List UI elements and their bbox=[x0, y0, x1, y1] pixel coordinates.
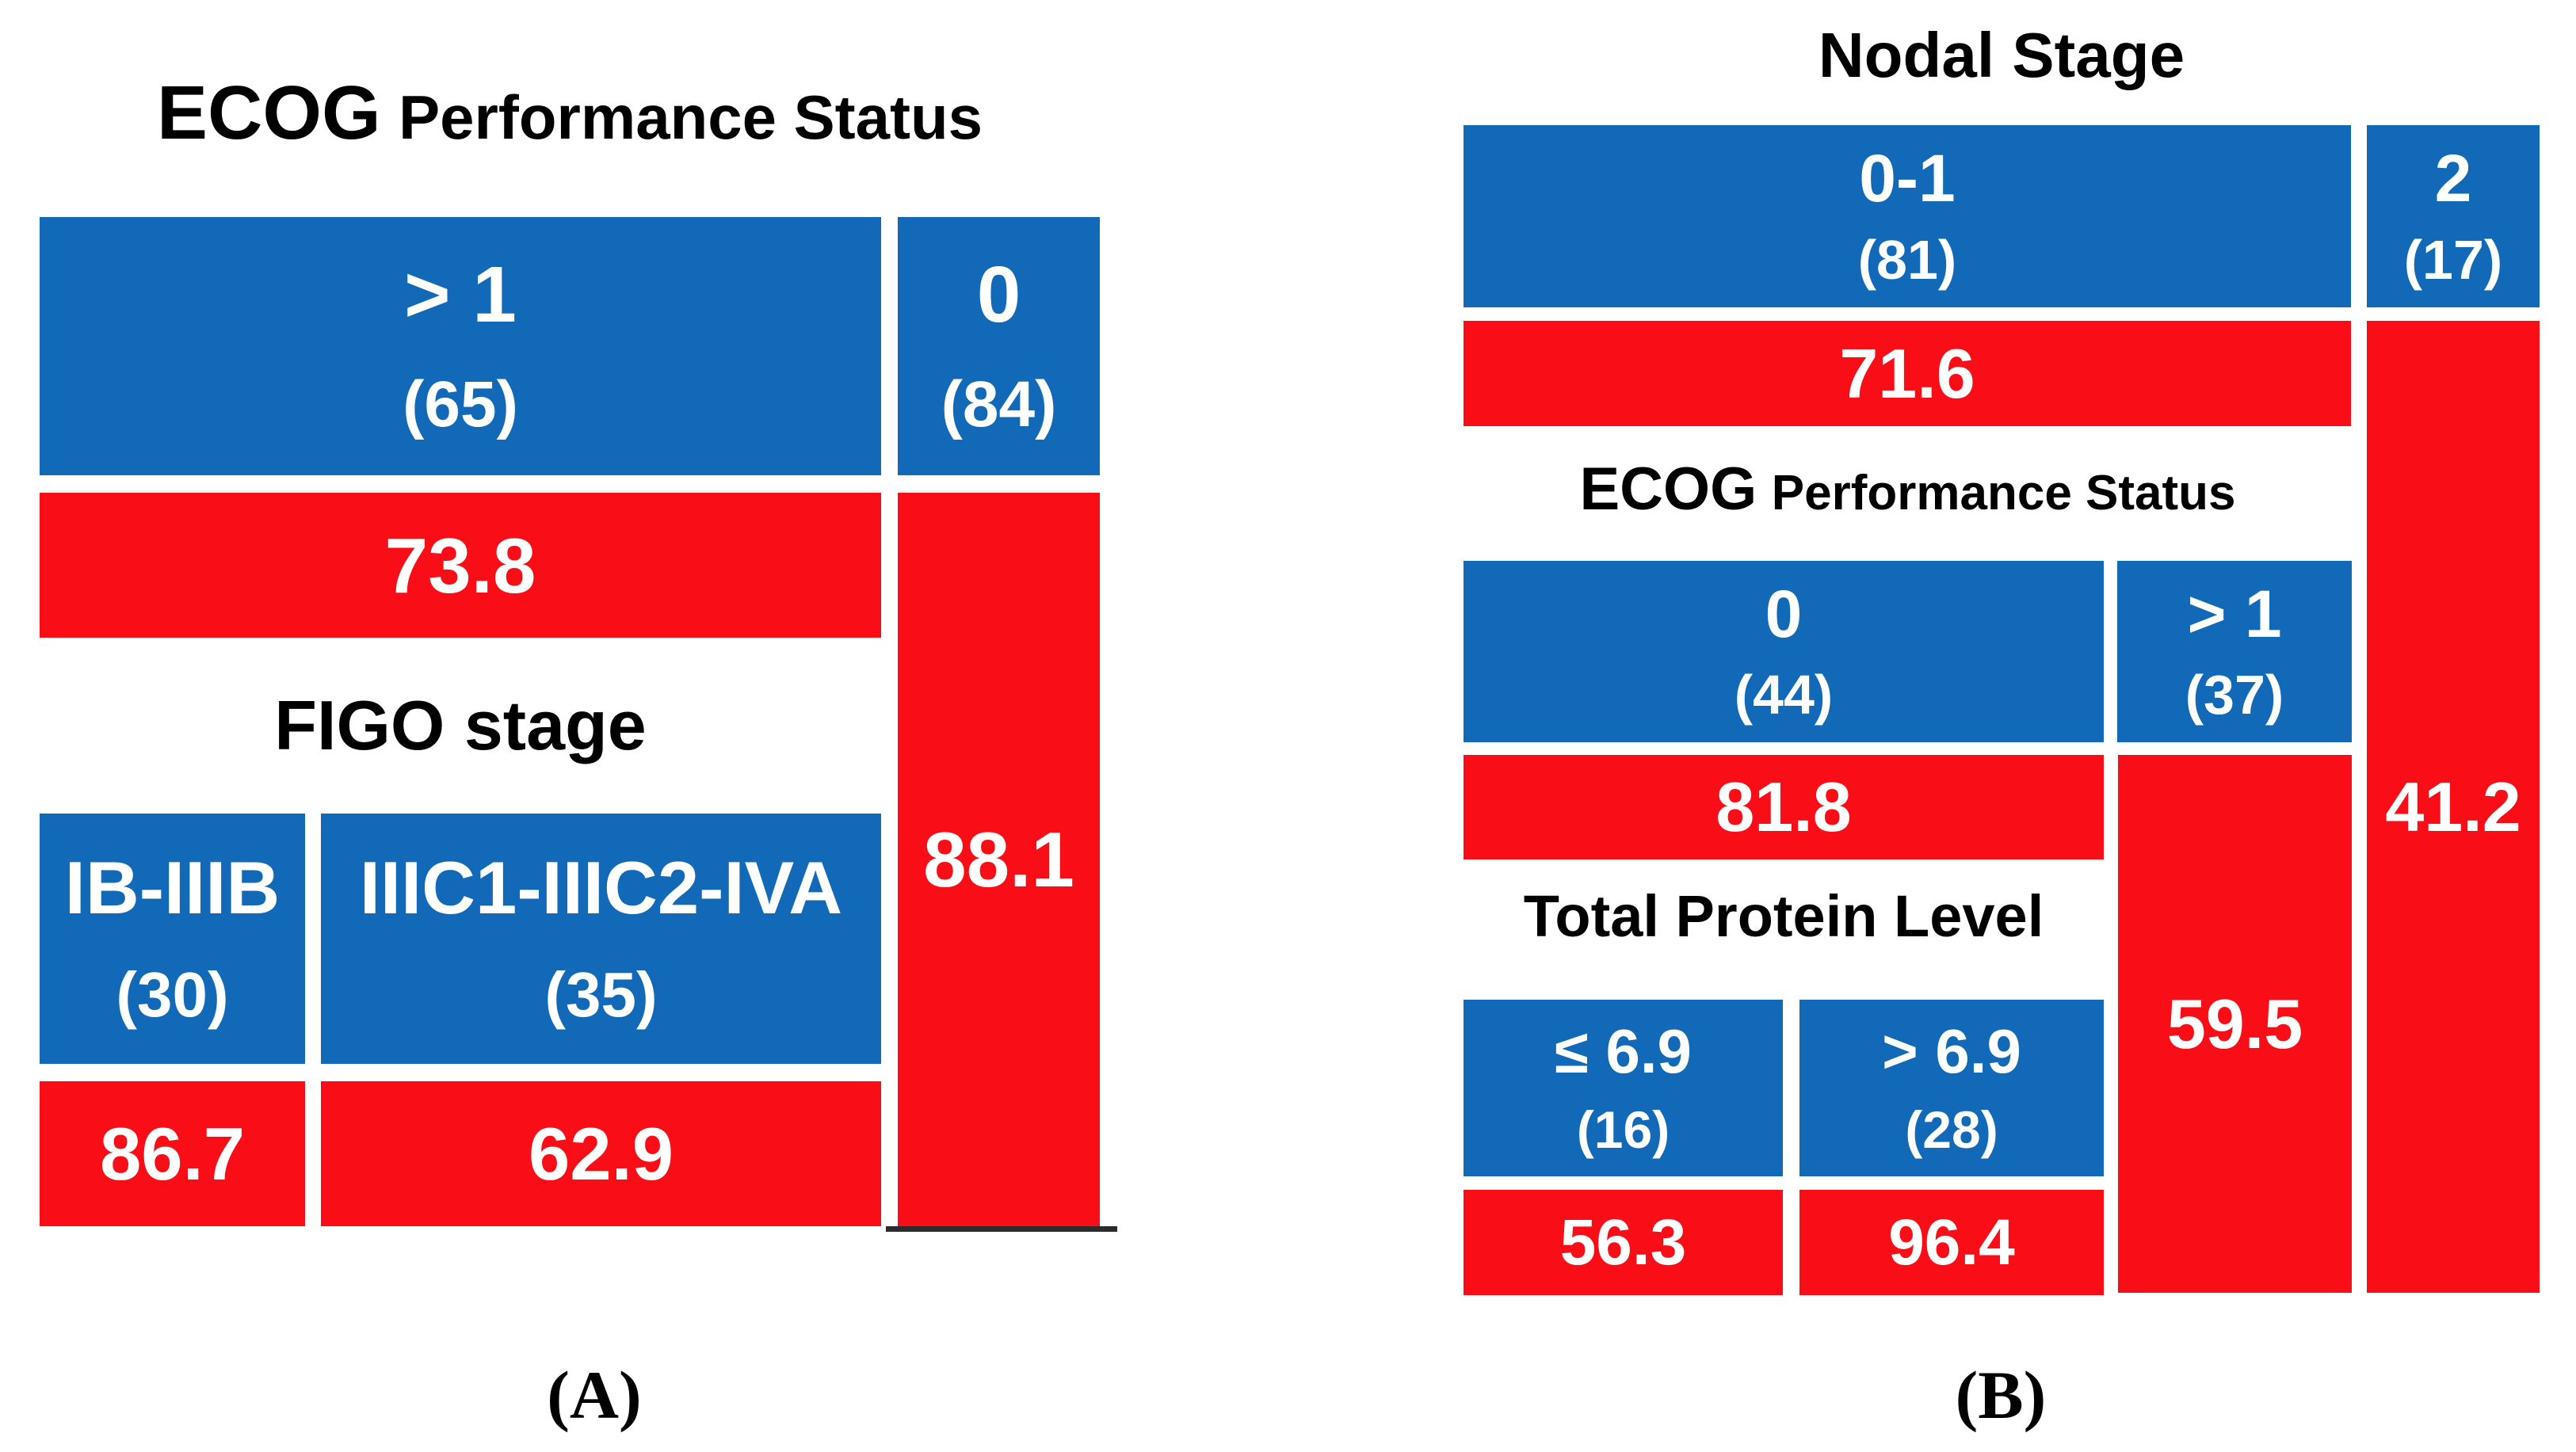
panel-b-node-protein-gt69: > 6.9 (28) bbox=[1799, 1000, 2104, 1176]
panel-a-value-ecog-gt1: 73.8 bbox=[40, 493, 881, 638]
survival-value: 56.3 bbox=[1559, 1206, 1687, 1279]
panel-b-node-nodal-2: 2 (17) bbox=[2367, 125, 2540, 307]
panel-a-axis-baseline bbox=[886, 1226, 1117, 1232]
category-label: > 1 bbox=[404, 250, 517, 339]
panel-b-value-ecog-gt1: 59.5 bbox=[2118, 755, 2352, 1293]
panel-b-caption: (B) bbox=[1955, 1357, 2047, 1433]
panel-a-ecog-title-main: ECOG bbox=[156, 71, 381, 155]
panel-a-node-ecog-gt1: > 1 (65) bbox=[40, 217, 881, 475]
category-count: (37) bbox=[2185, 664, 2284, 726]
panel-b-value-protein-gt69: 96.4 bbox=[1799, 1190, 2104, 1295]
panel-b-ecog-title-main: ECOG bbox=[1579, 455, 1757, 523]
panel-a-ecog-title-rest: Performance Status bbox=[399, 82, 983, 152]
category-count: (81) bbox=[1857, 228, 1957, 291]
category-label: 0-1 bbox=[1859, 141, 1956, 216]
survival-value: 73.8 bbox=[384, 521, 536, 609]
category-label: 0 bbox=[1765, 577, 1803, 651]
category-label: IIIC1-IIIC2-IVA bbox=[359, 846, 843, 930]
panel-b-node-ecog-gt1: > 1 (37) bbox=[2117, 561, 2352, 742]
survival-value: 86.7 bbox=[100, 1111, 245, 1195]
panel-b-ecog-title-rest: Performance Status bbox=[1771, 466, 2236, 520]
survival-value: 71.6 bbox=[1839, 333, 1975, 413]
panel-b-protein-title: Total Protein Level bbox=[1523, 883, 2044, 949]
panel-b-value-nodal-2: 41.2 bbox=[2367, 321, 2540, 1293]
panel-a-value-figo-late: 62.9 bbox=[321, 1081, 881, 1226]
category-count: (35) bbox=[544, 958, 658, 1030]
panel-a-node-ecog-0: 0 (84) bbox=[898, 217, 1100, 475]
panel-b-value-nodal-01: 71.6 bbox=[1464, 321, 2351, 426]
category-count: (84) bbox=[941, 368, 1057, 440]
category-count: (17) bbox=[2403, 228, 2503, 291]
panel-a-ecog-title: ECOG Performance Status bbox=[40, 75, 1100, 151]
panel-b-node-protein-le69: ≤ 6.9 (16) bbox=[1464, 1000, 1783, 1176]
survival-value: 88.1 bbox=[923, 816, 1074, 903]
panel-b-node-ecog-0: 0 (44) bbox=[1464, 561, 2104, 742]
panel-a-figo-title: FIGO stage bbox=[274, 686, 647, 764]
panel-a-value-ecog-0: 88.1 bbox=[898, 493, 1100, 1226]
panel-b-ecog-title: ECOG Performance Status bbox=[1464, 459, 2352, 520]
survival-value: 59.5 bbox=[2166, 984, 2303, 1063]
panel-b-nodal-title: Nodal Stage bbox=[1818, 20, 2185, 90]
panel-b-value-ecog-0: 81.8 bbox=[1464, 755, 2104, 859]
panel-b-value-protein-le69: 56.3 bbox=[1464, 1190, 1783, 1295]
category-label: 0 bbox=[976, 250, 1021, 339]
survival-value: 96.4 bbox=[1888, 1206, 2015, 1279]
survival-value: 41.2 bbox=[2385, 767, 2521, 846]
category-count: (30) bbox=[116, 958, 229, 1030]
category-count: (16) bbox=[1576, 1099, 1670, 1159]
category-count: (28) bbox=[1905, 1099, 1998, 1159]
category-label: ≤ 6.9 bbox=[1555, 1016, 1692, 1087]
survival-value: 62.9 bbox=[529, 1111, 674, 1195]
category-label: > 6.9 bbox=[1882, 1016, 2021, 1087]
panel-b-node-nodal-01: 0-1 (81) bbox=[1464, 125, 2351, 307]
panel-a-value-figo-early: 86.7 bbox=[40, 1081, 305, 1226]
panel-a-caption: (A) bbox=[547, 1357, 642, 1433]
category-label: > 1 bbox=[2187, 577, 2282, 651]
category-count: (44) bbox=[1734, 664, 1834, 726]
panel-a-node-figo-late: IIIC1-IIIC2-IVA (35) bbox=[321, 814, 881, 1064]
category-count: (65) bbox=[403, 368, 518, 440]
category-label: 2 bbox=[2434, 141, 2472, 216]
panel-a-node-figo-early: IB-IIIB (30) bbox=[40, 814, 305, 1064]
category-label: IB-IIIB bbox=[64, 846, 280, 930]
survival-value: 81.8 bbox=[1715, 768, 1852, 846]
